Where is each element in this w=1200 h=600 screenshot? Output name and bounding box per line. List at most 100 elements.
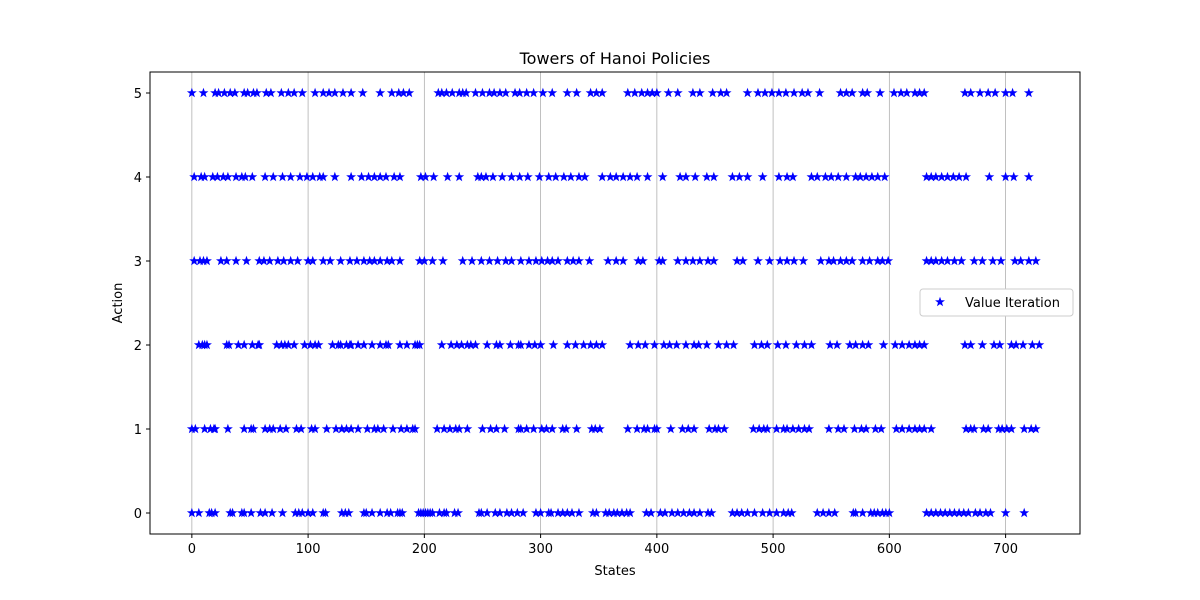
data-point (978, 423, 989, 434)
data-point (535, 507, 546, 518)
data-point (866, 171, 877, 182)
data-point (694, 87, 705, 98)
data-point (557, 507, 568, 518)
data-point (820, 171, 831, 182)
data-point (335, 255, 346, 266)
data-point (622, 423, 633, 434)
data-point (954, 507, 965, 518)
data-point (983, 423, 994, 434)
data-point (742, 507, 753, 518)
data-point (872, 507, 883, 518)
data-point (528, 423, 539, 434)
data-point (579, 171, 590, 182)
data-point (890, 339, 901, 350)
data-point (990, 87, 1001, 98)
data-point (625, 507, 636, 518)
data-point (227, 507, 238, 518)
x-tick-label: 700 (993, 542, 1018, 557)
data-point (689, 423, 699, 434)
data-point (428, 171, 439, 182)
data-point (775, 255, 786, 266)
data-point (823, 423, 834, 434)
data-point (297, 507, 308, 518)
data-point (297, 87, 308, 98)
data-point (268, 423, 279, 434)
data-point (303, 255, 314, 266)
data-point (346, 87, 357, 98)
data-point (567, 507, 577, 518)
data-point (476, 171, 487, 182)
data-point (494, 87, 505, 98)
data-point (358, 255, 369, 266)
data-point (1000, 507, 1011, 518)
data-point (921, 507, 932, 518)
data-point (375, 339, 386, 350)
data-point (942, 255, 953, 266)
data-point (823, 507, 834, 518)
data-point (642, 171, 653, 182)
data-point (936, 171, 947, 182)
data-point (919, 339, 930, 350)
data-point (568, 255, 579, 266)
data-point (632, 171, 643, 182)
x-axis-ticks: 0 100 200 300 400 500 600 700 (188, 534, 1018, 557)
data-point (789, 255, 799, 266)
data-point (663, 87, 674, 98)
data-point (318, 171, 329, 182)
data-point (1006, 423, 1017, 434)
data-point (693, 339, 704, 350)
data-point (721, 339, 732, 350)
data-point (524, 255, 534, 266)
data-point (574, 171, 584, 182)
data-point (996, 255, 1006, 266)
x-tick-label: 200 (412, 542, 437, 557)
data-point (835, 87, 846, 98)
data-point (534, 171, 545, 182)
data-point (806, 171, 817, 182)
data-point (594, 423, 605, 434)
data-point (647, 87, 658, 98)
data-point (289, 339, 300, 350)
data-point (672, 507, 683, 518)
data-point (993, 423, 1004, 434)
data-point (901, 87, 912, 98)
data-point (261, 87, 272, 98)
data-point (715, 87, 726, 98)
data-point (338, 87, 348, 98)
data-point (247, 171, 258, 182)
data-point (252, 87, 262, 98)
data-point (1019, 423, 1030, 434)
legend-label: Value Iteration (965, 296, 1060, 311)
data-point (841, 171, 852, 182)
data-point (506, 171, 517, 182)
data-point (877, 507, 888, 518)
data-point (985, 507, 996, 518)
data-point (295, 171, 305, 182)
data-point (749, 507, 760, 518)
data-point (314, 171, 325, 182)
data-point (375, 87, 386, 98)
data-point (285, 255, 296, 266)
data-point (558, 171, 569, 182)
data-point (550, 171, 561, 182)
data-point (612, 507, 623, 518)
data-point (651, 423, 662, 434)
data-point (641, 507, 652, 518)
data-point (375, 255, 386, 266)
data-point (782, 171, 792, 182)
data-point (521, 423, 532, 434)
data-point (989, 339, 999, 350)
data-point (597, 171, 608, 182)
data-point (677, 423, 688, 434)
data-point (654, 255, 665, 266)
data-point (780, 87, 791, 98)
data-point (224, 339, 234, 350)
data-point (222, 423, 233, 434)
data-point (812, 507, 823, 518)
data-point (608, 507, 619, 518)
data-point (375, 171, 386, 182)
data-point (239, 507, 250, 518)
data-point (547, 255, 558, 266)
data-point (396, 423, 407, 434)
data-point (346, 171, 357, 182)
